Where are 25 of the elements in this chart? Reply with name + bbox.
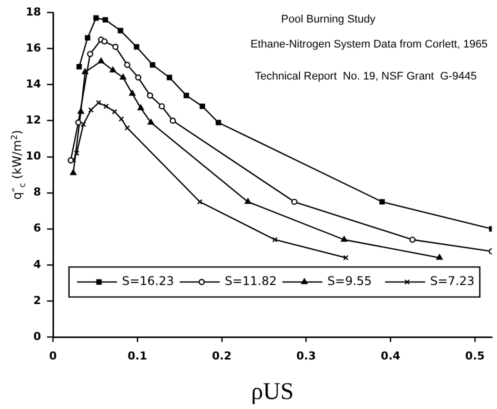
- y-tick-label: 18: [26, 5, 41, 18]
- y-tick-label: 12: [26, 114, 41, 127]
- y-tick-label: 0: [33, 330, 42, 343]
- y-tick-label: 2: [33, 294, 41, 307]
- legend-label: S=9.55: [327, 274, 372, 288]
- y-tick-label: 8: [33, 186, 41, 199]
- x-tick-label: 0: [49, 349, 58, 362]
- y-tick-label: 10: [26, 150, 42, 163]
- legend-label: S=11.82: [224, 274, 277, 288]
- x-tick-label: 0.5: [465, 349, 485, 362]
- annotation: Pool Burning Study: [281, 14, 376, 26]
- x-tick-label: 0.1: [128, 349, 148, 362]
- y-tick-label: 14: [26, 78, 42, 91]
- y-axis-title: q″c (kW/m2): [8, 130, 28, 200]
- x-tick-label: 0.2: [212, 349, 232, 362]
- legend-label: S=16.23: [122, 274, 174, 288]
- y-tick-label: 4: [33, 258, 42, 271]
- x-tick-label: 0.4: [380, 349, 401, 362]
- annotation: Technical Report No. 19, NSF Grant G-9445: [254, 70, 477, 83]
- annotation: Ethane-Nitrogen System Data from Corlett, 1965: [250, 38, 488, 51]
- y-tick-label: 16: [26, 42, 42, 55]
- x-axis-title: ρUS: [251, 379, 294, 405]
- x-tick-label: 0.3: [296, 349, 316, 362]
- y-tick-label: 6: [33, 222, 42, 235]
- legend-label: S=7.23: [430, 274, 474, 288]
